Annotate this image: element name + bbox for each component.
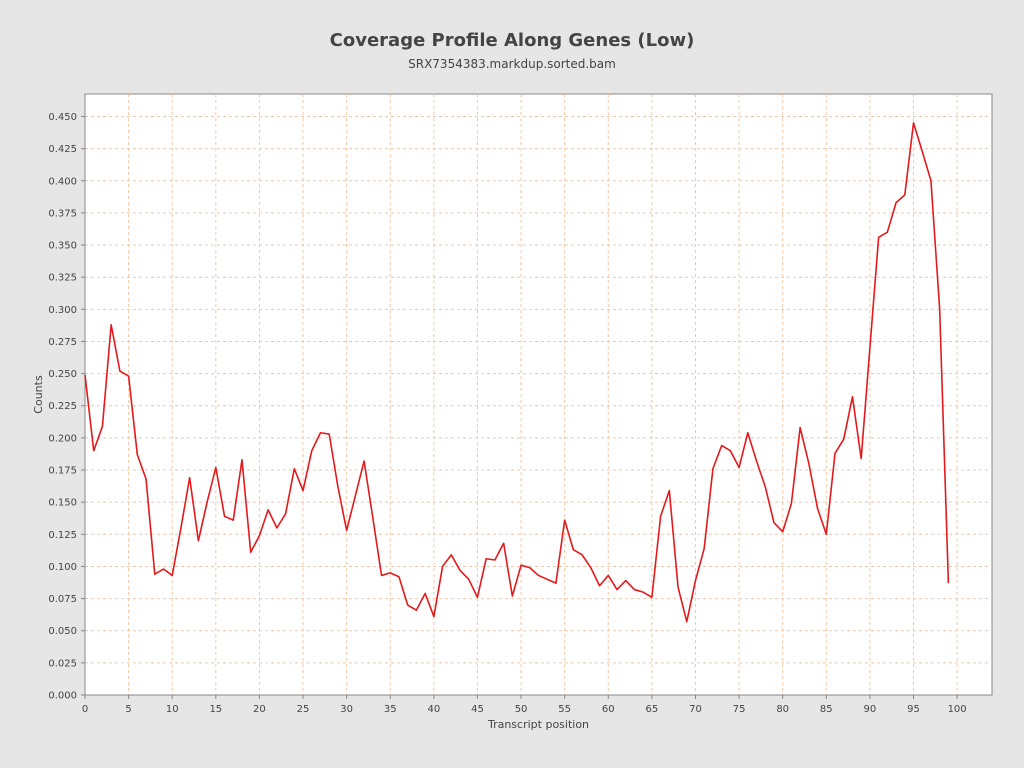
- chart-canvas: 0.000 0.025 0.050 0.075 0.100 0.125 0.150 0.175…: [0, 0, 1024, 768]
- x-tick-label: 0: [82, 704, 88, 715]
- x-tick-label: 65: [646, 704, 659, 715]
- y-tick-label: 0.125: [48, 530, 77, 541]
- x-tick-label: 85: [820, 704, 833, 715]
- x-tick-label: 5: [125, 704, 131, 715]
- y-tick-label: 0.050: [48, 626, 77, 637]
- x-tick-label: 55: [558, 704, 571, 715]
- y-tick-label: 0.225: [48, 401, 77, 412]
- plot-area: [85, 94, 992, 695]
- y-tick-label: 0.250: [48, 369, 77, 380]
- x-tick-label: 75: [733, 704, 746, 715]
- y-tick-label: 0.450: [48, 112, 77, 123]
- y-tick-label: 0.075: [48, 594, 77, 605]
- y-tick-label: 0.300: [48, 305, 77, 316]
- x-tick-label: 50: [515, 704, 528, 715]
- y-tick-label: 0.350: [48, 241, 77, 252]
- x-tick-label: 35: [384, 704, 397, 715]
- y-tick-label: 0.150: [48, 498, 77, 509]
- x-tick-label: 10: [166, 704, 179, 715]
- x-tick-label: 60: [602, 704, 615, 715]
- y-tick-label: 0.425: [48, 144, 77, 155]
- y-tick-label: 0.025: [48, 658, 77, 669]
- x-tick-label: 25: [297, 704, 310, 715]
- x-tick-label: 100: [948, 704, 967, 715]
- x-tick-label: 40: [427, 704, 440, 715]
- x-tick-label: 80: [776, 704, 789, 715]
- y-axis-label: Counts: [32, 375, 45, 414]
- x-tick-label: 90: [864, 704, 877, 715]
- y-tick-label: 0.375: [48, 208, 77, 219]
- y-tick-label: 0.200: [48, 433, 77, 444]
- x-tick-label: 15: [209, 704, 222, 715]
- y-tick-label: 0.400: [48, 176, 77, 187]
- y-tick-label: 0.325: [48, 273, 77, 284]
- y-tick-label: 0.100: [48, 562, 77, 573]
- x-tick-label: 30: [340, 704, 353, 715]
- y-tick-label: 0.275: [48, 337, 77, 348]
- x-tick-label: 95: [907, 704, 920, 715]
- x-axis-label: Transcript position: [487, 718, 589, 731]
- x-tick-label: 20: [253, 704, 266, 715]
- y-tick-label: 0.000: [48, 691, 77, 702]
- x-tick-label: 70: [689, 704, 702, 715]
- y-tick-label: 0.175: [48, 466, 77, 477]
- x-tick-label: 45: [471, 704, 484, 715]
